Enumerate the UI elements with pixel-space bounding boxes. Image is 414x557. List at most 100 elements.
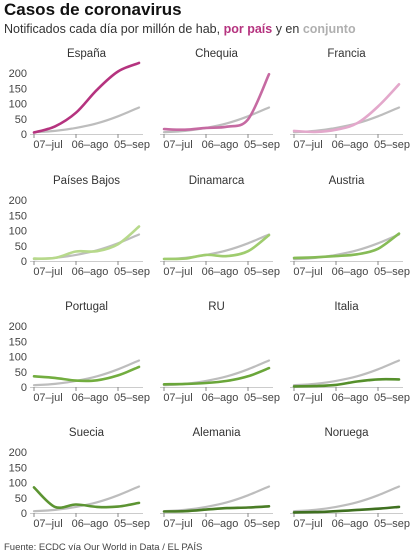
y-tick-label: 150 — [9, 210, 27, 222]
panel-title: Noruega — [324, 427, 369, 439]
overall-line — [292, 359, 401, 387]
panel-francia: Francia 07–jul 06–ago 05–sep — [290, 48, 410, 151]
x-tick-label: 07–jul — [163, 518, 192, 530]
x-tick-label: 06–ago — [202, 266, 239, 278]
y-tick-label: 200 — [9, 195, 27, 207]
country-line — [162, 505, 271, 513]
source-note: Fuente: ECDC vía Our World in Data / EL … — [4, 542, 203, 553]
panel-españa: España 0 50 100 150 200 07–jul 06–ago 05–sep — [9, 48, 150, 151]
overall-line — [32, 233, 141, 261]
country-line — [32, 486, 141, 510]
panel-italia: Italia 07–jul 06–ago 05–sep — [290, 301, 410, 404]
country-line — [162, 233, 271, 261]
y-tick-label: 0 — [21, 382, 27, 394]
y-tick-label: 100 — [9, 226, 27, 238]
overall-line — [32, 359, 141, 387]
x-tick-label: 06–ago — [202, 518, 239, 530]
y-tick-label: 0 — [21, 256, 27, 268]
x-tick-label: 06–ago — [332, 392, 369, 404]
x-tick-label: 06–ago — [72, 139, 109, 151]
panel-chequia: Chequia 07–jul 06–ago 05–sep — [160, 48, 280, 151]
x-tick-label: 06–ago — [202, 392, 239, 404]
x-tick-label: 07–jul — [293, 266, 322, 278]
panel-title: Chequia — [195, 48, 238, 60]
country-line — [162, 72, 271, 132]
y-tick-label: 150 — [9, 336, 27, 348]
y-tick-label: 100 — [9, 478, 27, 490]
chart-title: Casos de coronavirus — [4, 0, 182, 19]
x-tick-label: 05–sep — [374, 392, 410, 404]
x-tick-label: 05–sep — [244, 518, 280, 530]
x-tick-label: 06–ago — [332, 266, 369, 278]
panel-ru: RU 07–jul 06–ago 05–sep — [160, 301, 280, 404]
x-tick-label: 07–jul — [293, 392, 322, 404]
panel-title: RU — [208, 301, 225, 313]
country-line — [32, 365, 141, 383]
y-tick-label: 50 — [15, 367, 27, 379]
country-line — [292, 505, 401, 514]
x-tick-label: 06–ago — [72, 518, 109, 530]
x-tick-label: 06–ago — [72, 266, 109, 278]
y-tick-label: 50 — [15, 241, 27, 253]
panel-title: Alemania — [193, 427, 242, 439]
subtitle-country-word: por país — [223, 22, 273, 36]
x-tick-label: 05–sep — [374, 139, 410, 151]
country-line — [292, 83, 401, 134]
x-tick-label: 06–ago — [332, 518, 369, 530]
x-tick-label: 05–sep — [244, 392, 280, 404]
panel-suecia: Suecia 0 50 100 150 200 07–jul 06–ago 05–sep — [9, 427, 150, 530]
subtitle-middle: y en — [275, 22, 300, 36]
y-tick-label: 0 — [21, 129, 27, 141]
subtitle-prefix: Notificados cada día por millón de hab, — [4, 22, 221, 36]
x-tick-label: 07–jul — [163, 392, 192, 404]
panel-title: Dinamarca — [189, 175, 245, 187]
x-tick-label: 05–sep — [114, 518, 150, 530]
x-tick-label: 07–jul — [163, 139, 192, 151]
chart-subtitle: Notificados cada día por millón de hab, … — [4, 22, 356, 36]
panel-title: España — [67, 48, 107, 60]
x-tick-label: 05–sep — [244, 266, 280, 278]
y-tick-label: 200 — [9, 321, 27, 333]
x-tick-label: 07–jul — [163, 266, 192, 278]
overall-line — [32, 485, 141, 513]
panel-title: Países Bajos — [53, 175, 120, 187]
y-tick-label: 50 — [15, 493, 27, 505]
y-tick-label: 50 — [15, 114, 27, 126]
panel-austria: Austria 07–jul 06–ago 05–sep — [290, 175, 410, 278]
country-line — [32, 225, 141, 260]
country-line — [292, 232, 401, 260]
y-tick-label: 100 — [9, 99, 27, 111]
x-tick-label: 05–sep — [374, 266, 410, 278]
panel-países-bajos: Países Bajos 0 50 100 150 200 07–jul 06–ago 05–s… — [9, 175, 150, 278]
panel-noruega: Noruega 07–jul 06–ago 05–sep — [290, 427, 410, 530]
overall-line — [292, 485, 401, 513]
panel-title: Portugal — [65, 301, 108, 313]
x-tick-label: 07–jul — [33, 266, 62, 278]
country-line — [292, 377, 401, 388]
x-tick-label: 05–sep — [244, 139, 280, 151]
panel-title: Francia — [327, 48, 366, 60]
y-tick-label: 0 — [21, 508, 27, 520]
country-line — [32, 61, 141, 134]
panel-title: Austria — [329, 175, 365, 187]
x-tick-label: 05–sep — [374, 518, 410, 530]
panel-title: Suecia — [69, 427, 105, 439]
panel-title: Italia — [334, 301, 359, 313]
x-tick-label: 06–ago — [72, 392, 109, 404]
x-tick-label: 05–sep — [114, 139, 150, 151]
panel-dinamarca: Dinamarca 07–jul 06–ago 05–sep — [160, 175, 280, 278]
overall-line — [32, 106, 141, 134]
y-tick-label: 200 — [9, 447, 27, 459]
x-tick-label: 07–jul — [33, 392, 62, 404]
y-tick-label: 100 — [9, 352, 27, 364]
x-tick-label: 05–sep — [114, 266, 150, 278]
x-tick-label: 06–ago — [332, 139, 369, 151]
subtitle-all-word: conjunto — [302, 22, 356, 36]
y-tick-label: 150 — [9, 462, 27, 474]
panel-alemania: Alemania 07–jul 06–ago 05–sep — [160, 427, 280, 530]
country-line — [162, 366, 271, 386]
x-tick-label: 05–sep — [114, 392, 150, 404]
x-tick-label: 07–jul — [293, 518, 322, 530]
x-tick-label: 07–jul — [293, 139, 322, 151]
